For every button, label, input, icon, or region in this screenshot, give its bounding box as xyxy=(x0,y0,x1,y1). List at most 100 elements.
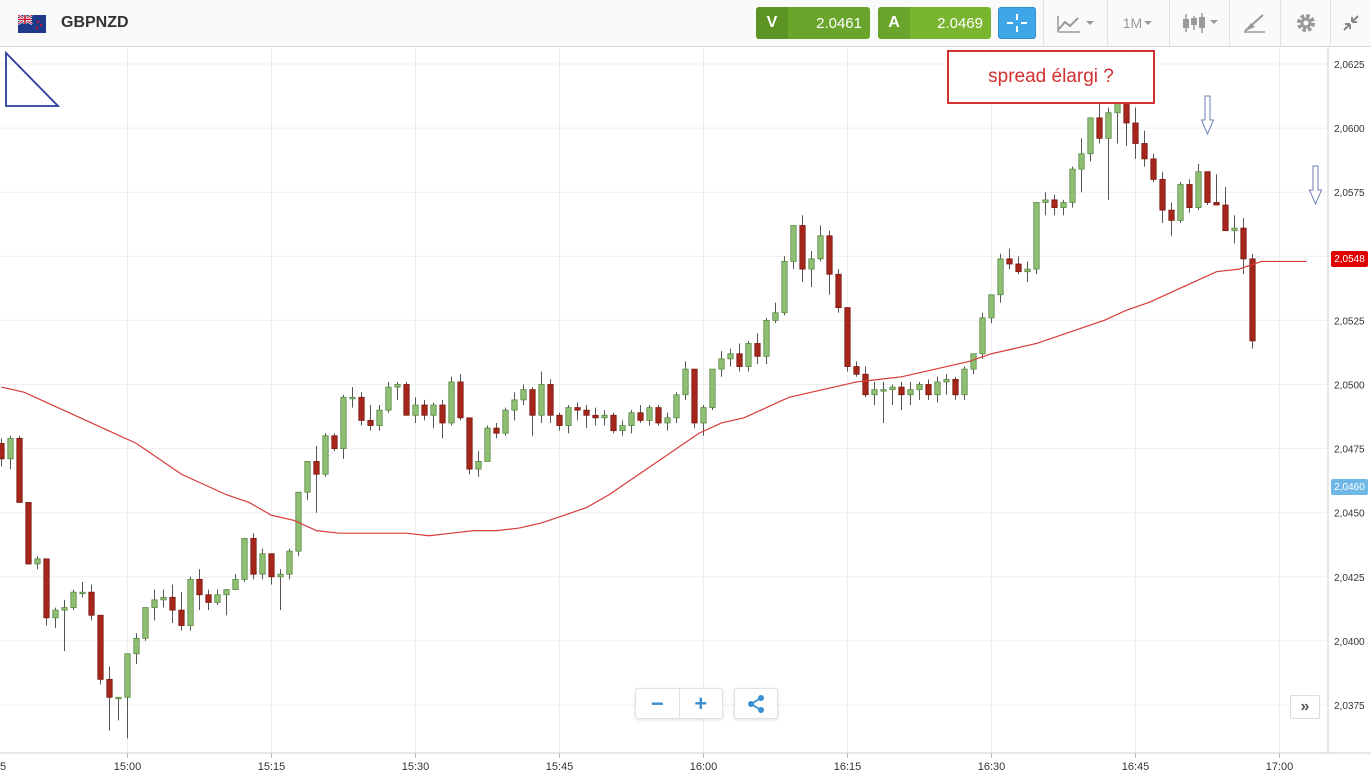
buy-button[interactable]: A 2.0469 xyxy=(878,7,991,39)
candle-body[interactable] xyxy=(1006,258,1013,265)
candle-body[interactable] xyxy=(772,312,779,321)
zoom-out-button[interactable]: − xyxy=(650,690,664,716)
candle-body[interactable] xyxy=(331,435,338,449)
candle-body[interactable] xyxy=(241,537,248,580)
candle-body[interactable] xyxy=(718,358,725,370)
candle-body[interactable] xyxy=(1132,122,1139,144)
candle-body[interactable] xyxy=(1015,263,1022,273)
candle-body[interactable] xyxy=(682,368,689,396)
candle-body[interactable] xyxy=(1231,227,1238,232)
candle-body[interactable] xyxy=(430,404,437,416)
candle-body[interactable] xyxy=(394,384,401,388)
scroll-right-button[interactable]: » xyxy=(1290,695,1320,719)
candle-body[interactable] xyxy=(421,404,428,416)
candle-body[interactable] xyxy=(709,368,716,408)
candle-body[interactable] xyxy=(1240,227,1247,260)
candle-body[interactable] xyxy=(817,235,824,260)
candle-body[interactable] xyxy=(97,614,104,680)
candle-body[interactable] xyxy=(61,607,68,611)
candle-body[interactable] xyxy=(637,412,644,421)
candle-body[interactable] xyxy=(187,578,194,626)
candle-body[interactable] xyxy=(484,427,491,462)
candle-body[interactable] xyxy=(808,258,815,270)
candle-body[interactable] xyxy=(133,637,140,655)
candle-body[interactable] xyxy=(763,319,770,357)
timeframe-dropdown[interactable]: 1M xyxy=(1107,0,1169,46)
candle-body[interactable] xyxy=(646,407,653,421)
candle-body[interactable] xyxy=(736,353,743,367)
candle-body[interactable] xyxy=(1222,204,1229,232)
share-button[interactable] xyxy=(734,688,778,719)
candle-body[interactable] xyxy=(169,596,176,611)
candle-body[interactable] xyxy=(997,258,1004,296)
candle-body[interactable] xyxy=(1024,268,1031,273)
candle-body[interactable] xyxy=(7,437,14,460)
candle-body[interactable] xyxy=(844,307,851,367)
candle-body[interactable] xyxy=(727,353,734,360)
chart-type-button[interactable] xyxy=(1169,0,1229,46)
candle-body[interactable] xyxy=(286,550,293,575)
candle-body[interactable] xyxy=(124,653,131,698)
candle-body[interactable] xyxy=(700,407,707,424)
candle-body[interactable] xyxy=(745,343,752,367)
candle-body[interactable] xyxy=(1105,112,1112,139)
candle-body[interactable] xyxy=(439,404,446,424)
candle-body[interactable] xyxy=(142,607,149,639)
candle-body[interactable] xyxy=(754,343,761,357)
candle-body[interactable] xyxy=(1060,202,1067,208)
zoom-in-button[interactable]: + xyxy=(678,689,723,718)
candle-body[interactable] xyxy=(1150,158,1157,180)
candle-body[interactable] xyxy=(574,407,581,411)
candle-body[interactable] xyxy=(214,594,221,603)
candle-body[interactable] xyxy=(799,225,806,270)
candlestick-chart[interactable]: 2,06252,06002,05752,05502,05252,05002,04… xyxy=(0,47,1371,777)
candle-body[interactable] xyxy=(313,461,320,475)
candle-body[interactable] xyxy=(1096,117,1103,139)
indicators-button[interactable] xyxy=(1043,0,1107,46)
candle-body[interactable] xyxy=(889,386,896,391)
candle-body[interactable] xyxy=(1051,199,1058,208)
candle-body[interactable] xyxy=(673,394,680,419)
candle-body[interactable] xyxy=(34,558,41,565)
candle-body[interactable] xyxy=(268,553,275,578)
candle-body[interactable] xyxy=(1159,178,1166,211)
candle-body[interactable] xyxy=(529,389,536,416)
sell-button[interactable]: V 2.0461 xyxy=(756,7,870,39)
candle-body[interactable] xyxy=(376,409,383,426)
candle-body[interactable] xyxy=(979,317,986,355)
candle-body[interactable] xyxy=(466,417,473,470)
candle-body[interactable] xyxy=(502,409,509,434)
candle-body[interactable] xyxy=(115,696,122,700)
drawing-tools-button[interactable] xyxy=(1229,0,1280,46)
candle-body[interactable] xyxy=(277,573,284,578)
candle-body[interactable] xyxy=(826,235,833,275)
candle-body[interactable] xyxy=(1078,153,1085,170)
candle-body[interactable] xyxy=(619,425,626,432)
candle-body[interactable] xyxy=(862,373,869,396)
candle-body[interactable] xyxy=(349,396,356,400)
candle-body[interactable] xyxy=(556,414,563,426)
candle-body[interactable] xyxy=(691,368,698,424)
candle-body[interactable] xyxy=(511,399,518,411)
candle-body[interactable] xyxy=(88,591,95,616)
candle-body[interactable] xyxy=(412,404,419,416)
candle-body[interactable] xyxy=(592,414,599,419)
candle-body[interactable] xyxy=(628,412,635,426)
candle-body[interactable] xyxy=(1087,117,1094,155)
candle-body[interactable] xyxy=(250,537,257,575)
candle-body[interactable] xyxy=(655,407,662,424)
candle-body[interactable] xyxy=(970,353,977,370)
candle-body[interactable] xyxy=(1033,202,1040,270)
candle-body[interactable] xyxy=(160,596,167,601)
candle-body[interactable] xyxy=(43,558,50,619)
candle-body[interactable] xyxy=(907,389,914,396)
candle-body[interactable] xyxy=(223,589,230,596)
candle-body[interactable] xyxy=(943,378,950,383)
candle-body[interactable] xyxy=(664,417,671,424)
candle-body[interactable] xyxy=(340,396,347,450)
settings-button[interactable] xyxy=(1280,0,1330,46)
candle-body[interactable] xyxy=(52,609,59,619)
candle-body[interactable] xyxy=(1249,258,1256,342)
candle-body[interactable] xyxy=(322,435,329,475)
candle-body[interactable] xyxy=(1042,199,1049,203)
